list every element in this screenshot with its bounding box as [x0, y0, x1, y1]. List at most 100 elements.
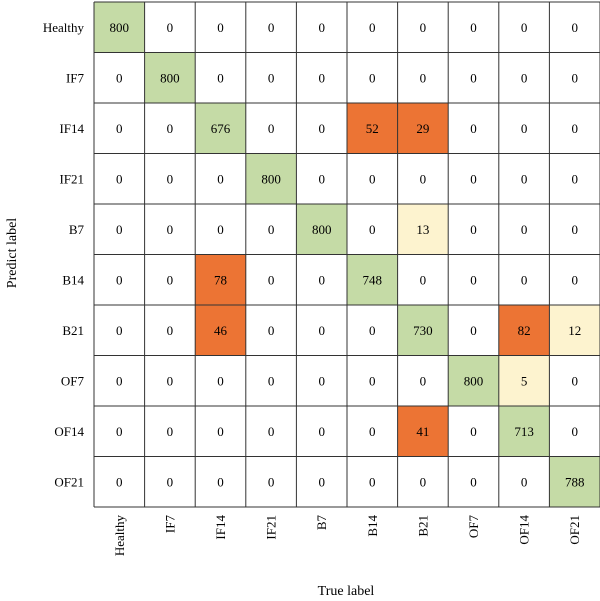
cell-value: 0	[167, 474, 174, 489]
cell-of21-b7	[296, 456, 347, 507]
x-tick-of21: OF21	[567, 515, 582, 545]
cell-b7-b21	[397, 204, 449, 255]
cell-value: 0	[167, 323, 174, 338]
cell-value: 0	[116, 323, 123, 338]
cell-value: 0	[116, 222, 123, 237]
cell-value: 0	[167, 20, 174, 35]
cell-value: 713	[514, 424, 534, 439]
cell-value: 0	[470, 222, 477, 237]
cell-value: 0	[571, 222, 578, 237]
cell-value: 0	[369, 222, 376, 237]
x-tick-if7: IF7	[162, 515, 177, 534]
cell-b7-of14	[498, 204, 550, 255]
cell-value: 0	[217, 171, 224, 186]
cell-healthy-if21	[245, 2, 297, 53]
cell-if7-if21	[245, 52, 297, 103]
cell-if7-if7	[144, 52, 196, 103]
y-tick-b7: B7	[69, 222, 85, 237]
cell-value: 0	[571, 373, 578, 388]
cell-healthy-of7	[448, 2, 499, 53]
cell-healthy-b21	[397, 2, 449, 53]
cell-value: 800	[312, 222, 332, 237]
cell-if7-of7	[448, 52, 499, 103]
cell-value: 0	[167, 272, 174, 287]
cell-value: 730	[413, 323, 433, 338]
cell-b7-if14	[195, 204, 246, 255]
cell-value: 0	[571, 171, 578, 186]
cell-value: 0	[470, 474, 477, 489]
cell-b21-b7	[296, 305, 347, 356]
cell-value: 0	[167, 424, 174, 439]
cell-if21-of21	[549, 153, 600, 204]
cell-if7-of14	[498, 52, 550, 103]
cell-if21-if14	[195, 153, 246, 204]
cell-if14-of14	[498, 103, 550, 154]
y-axis-label: Predict label	[5, 218, 20, 288]
x-tick-healthy: Healthy	[112, 515, 127, 557]
cell-if21-b21	[397, 153, 449, 204]
cell-b21-healthy	[94, 305, 145, 356]
cell-value: 0	[268, 20, 275, 35]
y-tick-healthy: Healthy	[43, 20, 85, 35]
cell-if7-if14	[195, 52, 246, 103]
cell-healthy-of21	[549, 2, 600, 53]
cell-b7-b7	[296, 204, 347, 255]
cell-b7-of21	[549, 204, 600, 255]
cell-b14-b14	[347, 254, 398, 305]
cell-value: 0	[521, 474, 528, 489]
cell-of21-b14	[347, 456, 398, 507]
x-tick-of7: OF7	[466, 515, 481, 539]
y-tick-of7: OF7	[61, 373, 85, 388]
y-tick-of21: OF21	[54, 474, 84, 489]
cell-of14-of7	[448, 406, 499, 457]
cell-if7-b21	[397, 52, 449, 103]
cell-value: 0	[268, 222, 275, 237]
cell-value: 0	[521, 222, 528, 237]
cell-healthy-b7	[296, 2, 347, 53]
cell-value: 0	[420, 474, 427, 489]
cell-of7-b21	[397, 355, 449, 406]
cell-if21-of7	[448, 153, 499, 204]
cell-of7-of21	[549, 355, 600, 406]
cell-b7-if7	[144, 204, 196, 255]
cell-of21-b21	[397, 456, 449, 507]
cell-value: 0	[369, 70, 376, 85]
cell-b21-of7	[448, 305, 499, 356]
x-tick-labels: Healthy IF7 IF14 IF21 B7 B14 B21 OF7 OF14 OF21	[112, 515, 582, 557]
cell-b21-if7	[144, 305, 196, 356]
cell-value: 0	[571, 424, 578, 439]
cell-value: 0	[268, 323, 275, 338]
cell-of14-b7	[296, 406, 347, 457]
cell-value: 0	[217, 20, 224, 35]
cell-value: 0	[470, 272, 477, 287]
cell-b7-healthy	[94, 204, 145, 255]
cell-value: 0	[268, 70, 275, 85]
cell-b7-b14	[347, 204, 398, 255]
cell-value: 0	[116, 121, 123, 136]
cell-if14-healthy	[94, 103, 145, 154]
cell-of14-of14	[498, 406, 550, 457]
cell-if21-b14	[347, 153, 398, 204]
cell-b14-of21	[549, 254, 600, 305]
cell-value: 0	[167, 171, 174, 186]
cell-value: 0	[217, 373, 224, 388]
cell-of21-healthy	[94, 456, 145, 507]
cell-value: 0	[420, 171, 427, 186]
cell-value: 0	[521, 272, 528, 287]
matrix-cells: 800 0 0 0 0 0 0 0 0 0 0 800 0 0 0 0 0 0 0 0 0 0 676 0 0 52 29 0 0 0 0 0…	[94, 2, 600, 507]
cell-b14-b21	[397, 254, 449, 305]
cell-value: 0	[116, 373, 123, 388]
cell-healthy-b14	[347, 2, 398, 53]
cell-if14-b21	[397, 103, 449, 154]
x-axis-label: True label	[318, 584, 375, 599]
x-tick-if21: IF21	[264, 515, 279, 540]
cell-value: 0	[521, 121, 528, 136]
cell-value: 0	[217, 70, 224, 85]
cell-healthy-if7	[144, 2, 196, 53]
cell-value: 78	[214, 272, 227, 287]
cell-if7-b7	[296, 52, 347, 103]
cell-value: 0	[318, 121, 325, 136]
cell-value: 0	[571, 20, 578, 35]
y-tick-b21: B21	[62, 323, 84, 338]
cell-if7-b14	[347, 52, 398, 103]
